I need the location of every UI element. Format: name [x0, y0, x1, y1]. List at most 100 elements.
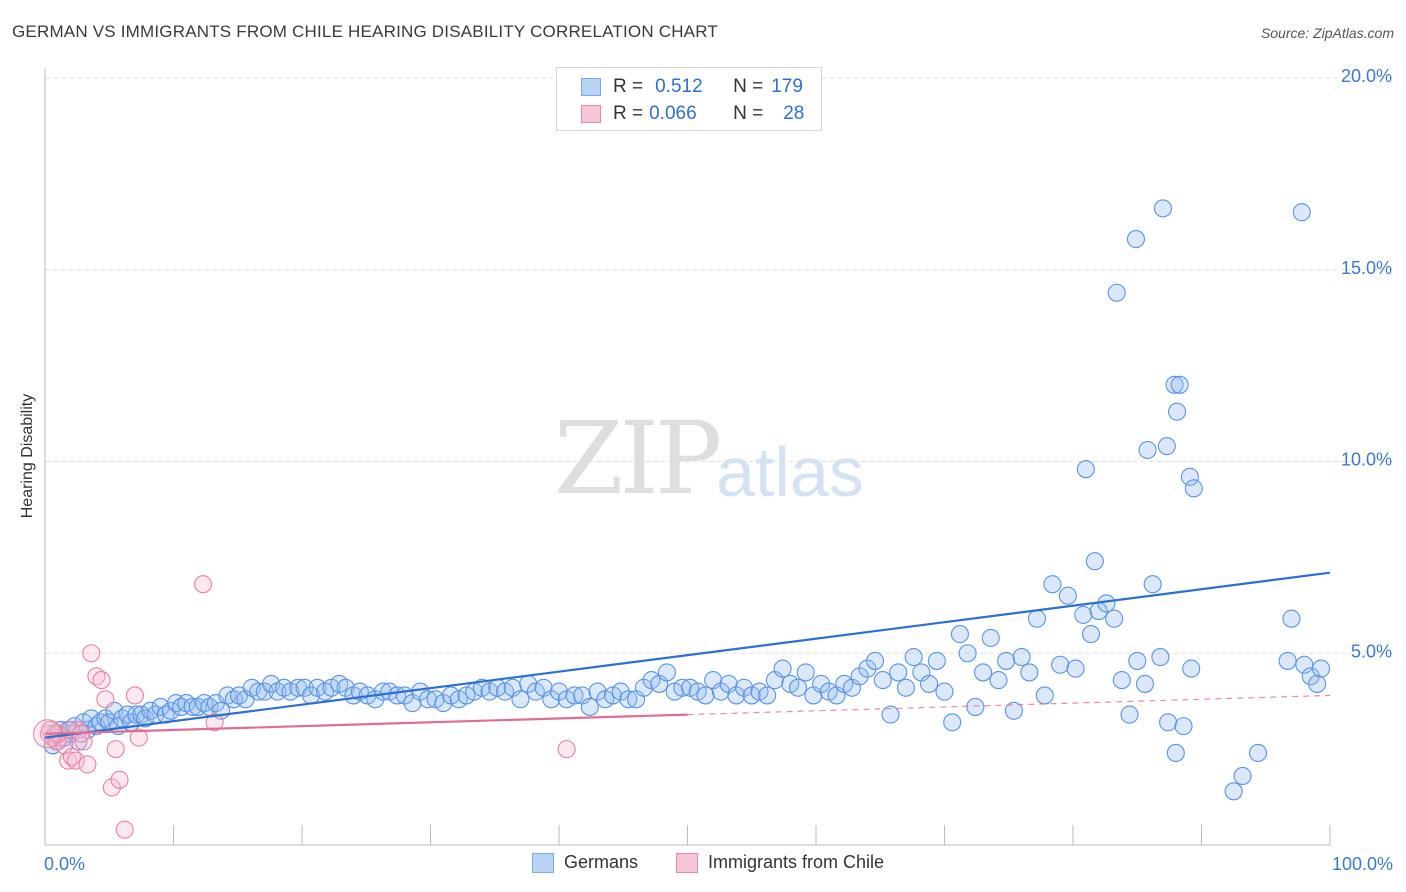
- series-legend: Germans Immigrants from Chile: [0, 852, 1406, 878]
- data-point-germans: [1138, 440, 1157, 460]
- data-point-germans: [1051, 655, 1070, 674]
- data-point-germans: [711, 682, 730, 701]
- data-point-chile: [129, 728, 148, 747]
- data-point-germans: [850, 667, 869, 686]
- data-point-germans: [920, 674, 939, 693]
- data-point-germans: [812, 674, 831, 693]
- data-point-germans: [511, 690, 530, 709]
- legend-n-value: 179: [771, 76, 803, 97]
- legend-swatch-germans: [532, 852, 554, 873]
- data-point-germans: [997, 651, 1016, 670]
- data-point-chile: [92, 671, 111, 690]
- data-point-germans: [904, 648, 923, 667]
- data-point-germans: [580, 697, 599, 716]
- series-chile: [33, 575, 576, 839]
- data-point-germans: [1153, 199, 1172, 218]
- legend-label-germans: Germans: [564, 852, 639, 872]
- data-point-germans: [1174, 717, 1193, 736]
- data-point-germans: [1107, 283, 1126, 302]
- data-point-germans: [927, 651, 946, 670]
- data-point-chile: [66, 751, 85, 770]
- data-point-germans: [1105, 609, 1124, 628]
- data-point-germans: [1157, 437, 1176, 456]
- data-point-germans: [1159, 713, 1178, 732]
- data-point-germans: [1308, 674, 1327, 693]
- trend-line-germans: [44, 571, 1331, 739]
- data-point-germans: [1135, 674, 1155, 693]
- data-point-germans: [1224, 782, 1243, 801]
- data-point-germans: [1097, 594, 1116, 613]
- data-point-germans: [1292, 203, 1311, 222]
- data-point-germans: [758, 686, 777, 705]
- data-point-germans: [1004, 701, 1023, 720]
- y-tick-label: 5.0%: [1351, 641, 1392, 661]
- watermark-atlas: atlas: [716, 433, 864, 511]
- data-point-germans: [657, 663, 676, 682]
- data-point-germans: [943, 713, 962, 732]
- axes: [44, 68, 1331, 846]
- data-point-chile: [78, 755, 97, 774]
- data-point-germans: [966, 697, 985, 716]
- data-point-chile: [82, 644, 101, 663]
- data-point-germans: [434, 694, 453, 713]
- data-point-germans: [336, 678, 355, 697]
- data-point-germans: [1043, 575, 1062, 594]
- chart-title: GERMAN VS IMMIGRANTS FROM CHILE HEARING …: [12, 22, 718, 41]
- trend-line-chile-extrapolated: [687, 694, 1331, 716]
- data-point-germans: [673, 678, 692, 697]
- data-point-germans: [1165, 375, 1184, 394]
- data-point-germans: [1126, 230, 1146, 249]
- data-point-germans: [873, 671, 892, 690]
- data-point-germans: [1074, 605, 1093, 624]
- legend-swatch-chile: [581, 105, 601, 123]
- data-point-germans: [896, 678, 916, 697]
- data-point-germans: [1248, 743, 1268, 763]
- data-point-germans: [1233, 766, 1252, 786]
- data-point-germans: [989, 671, 1008, 690]
- legend-r-label: R =: [613, 103, 644, 124]
- data-point-germans: [1170, 375, 1189, 394]
- data-point-germans: [634, 678, 653, 697]
- data-point-germans: [1311, 659, 1331, 678]
- data-point-germans: [1180, 467, 1199, 486]
- data-point-germans: [1282, 609, 1301, 628]
- legend-n-label: N =: [733, 76, 764, 97]
- data-point-germans: [981, 628, 1000, 647]
- data-point-germans: [1151, 648, 1170, 667]
- legend-row-chile: R = 0.066 N = 28: [581, 102, 804, 126]
- series-germans: [43, 199, 1331, 801]
- data-point-germans: [418, 690, 437, 709]
- legend-label-chile: Immigrants from Chile: [708, 852, 885, 872]
- data-point-germans: [1184, 479, 1203, 498]
- data-point-germans: [1168, 402, 1187, 421]
- data-point-germans: [866, 651, 885, 670]
- legend-item-germans[interactable]: Germans: [532, 852, 638, 873]
- data-point-germans: [889, 663, 908, 682]
- data-point-germans: [127, 705, 146, 724]
- y-tick-label: 15.0%: [1341, 258, 1392, 278]
- x-tick-label: 100.0%: [1332, 854, 1393, 874]
- trend-line-chile: [44, 713, 688, 735]
- data-point-germans: [950, 625, 969, 644]
- legend-r-label: R =: [613, 76, 644, 97]
- x-tick-label: 0.0%: [44, 854, 85, 874]
- legend-r-value: 0.512: [655, 76, 703, 97]
- data-point-germans: [773, 659, 792, 678]
- data-point-germans: [881, 705, 900, 724]
- data-point-germans: [1058, 586, 1077, 605]
- trend-lines: [44, 571, 1331, 739]
- legend-r-value: 0.066: [649, 103, 697, 124]
- data-point-germans: [696, 686, 715, 705]
- tick-labels: 5.0% 10.0% 15.0% 20.0% 0.0% 100.0%: [44, 66, 1393, 874]
- data-point-chile: [194, 575, 213, 594]
- data-point-germans: [1027, 609, 1047, 628]
- data-point-chile: [102, 778, 121, 797]
- data-point-germans: [1012, 648, 1031, 667]
- legend-swatch-chile: [676, 852, 698, 873]
- data-point-germans: [796, 663, 815, 682]
- data-point-germans: [727, 686, 746, 705]
- source-label: Source: ZipAtlas.com: [1260, 25, 1394, 41]
- legend-item-chile[interactable]: Immigrants from Chile: [676, 852, 884, 873]
- y-tick-label: 10.0%: [1341, 450, 1392, 470]
- data-point-chile: [110, 770, 129, 789]
